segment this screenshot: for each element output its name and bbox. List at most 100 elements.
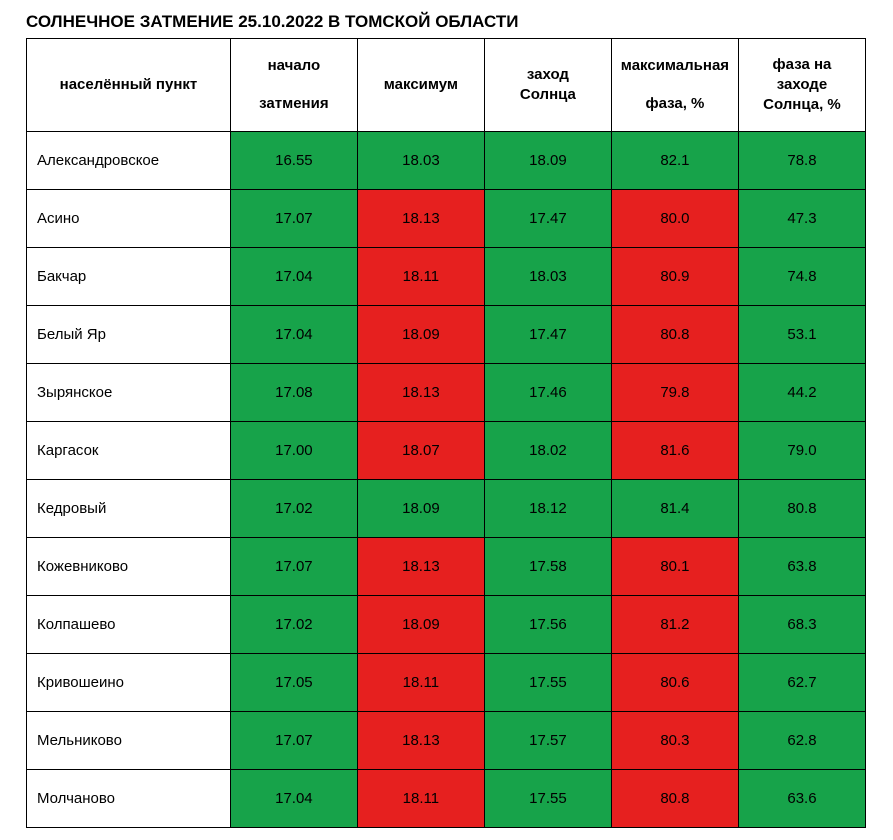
sunset-cell: 18.09 xyxy=(484,132,611,190)
start-cell: 17.05 xyxy=(230,654,357,712)
locality-cell: Асино xyxy=(27,190,231,248)
col-header-label: Солнца xyxy=(491,85,605,105)
phase_sunset-cell: 47.3 xyxy=(738,190,865,248)
start-cell: 17.02 xyxy=(230,596,357,654)
phase_sunset-cell: 63.8 xyxy=(738,538,865,596)
table-row: Асино17.0718.1317.4780.047.3 xyxy=(27,190,866,248)
page-title: СОЛНЕЧНОЕ ЗАТМЕНИЕ 25.10.2022 В ТОМСКОЙ … xyxy=(26,12,877,32)
locality-cell: Кедровый xyxy=(27,480,231,538)
start-cell: 17.04 xyxy=(230,770,357,828)
start-cell: 17.07 xyxy=(230,190,357,248)
locality-cell: Зырянское xyxy=(27,364,231,422)
max-cell: 18.11 xyxy=(357,770,484,828)
table-row: Бакчар17.0418.1118.0380.974.8 xyxy=(27,248,866,306)
max-cell: 18.09 xyxy=(357,596,484,654)
sunset-cell: 17.47 xyxy=(484,190,611,248)
col-header-max: максимум xyxy=(357,39,484,132)
max_phase-cell: 81.6 xyxy=(611,422,738,480)
start-cell: 17.07 xyxy=(230,712,357,770)
col-header-maxphase: максимальная фаза, % xyxy=(611,39,738,132)
locality-cell: Колпашево xyxy=(27,596,231,654)
locality-cell: Мельниково xyxy=(27,712,231,770)
max-cell: 18.11 xyxy=(357,654,484,712)
sunset-cell: 18.03 xyxy=(484,248,611,306)
sunset-cell: 17.47 xyxy=(484,306,611,364)
col-header-label: населённый пункт xyxy=(33,75,224,95)
locality-cell: Каргасок xyxy=(27,422,231,480)
table-row: Колпашево17.0218.0917.5681.268.3 xyxy=(27,596,866,654)
start-cell: 16.55 xyxy=(230,132,357,190)
start-cell: 17.08 xyxy=(230,364,357,422)
col-header-start: начало затмения xyxy=(230,39,357,132)
max-cell: 18.03 xyxy=(357,132,484,190)
table-row: Каргасок17.0018.0718.0281.679.0 xyxy=(27,422,866,480)
max-cell: 18.13 xyxy=(357,538,484,596)
locality-cell: Кривошеино xyxy=(27,654,231,712)
table-body: Александровское16.5518.0318.0982.178.8Ас… xyxy=(27,132,866,828)
start-cell: 17.07 xyxy=(230,538,357,596)
table-row: Белый Яр17.0418.0917.4780.853.1 xyxy=(27,306,866,364)
table-row: Мельниково17.0718.1317.5780.362.8 xyxy=(27,712,866,770)
max-cell: 18.11 xyxy=(357,248,484,306)
start-cell: 17.00 xyxy=(230,422,357,480)
locality-cell: Александровское xyxy=(27,132,231,190)
phase_sunset-cell: 63.6 xyxy=(738,770,865,828)
max-cell: 18.09 xyxy=(357,480,484,538)
sunset-cell: 17.55 xyxy=(484,770,611,828)
locality-cell: Бакчар xyxy=(27,248,231,306)
col-header-label: затмения xyxy=(237,94,351,114)
max-cell: 18.13 xyxy=(357,712,484,770)
locality-cell: Белый Яр xyxy=(27,306,231,364)
col-header-label: фаза на xyxy=(745,55,859,75)
phase_sunset-cell: 44.2 xyxy=(738,364,865,422)
col-header-locality: населённый пункт xyxy=(27,39,231,132)
max_phase-cell: 80.3 xyxy=(611,712,738,770)
col-header-label: начало xyxy=(237,56,351,76)
header-row: населённый пункт начало затмения максиму… xyxy=(27,39,866,132)
max-cell: 18.07 xyxy=(357,422,484,480)
sunset-cell: 17.57 xyxy=(484,712,611,770)
col-header-label: заходе Солнца, % xyxy=(745,75,859,116)
max_phase-cell: 81.2 xyxy=(611,596,738,654)
max_phase-cell: 82.1 xyxy=(611,132,738,190)
eclipse-table: населённый пункт начало затмения максиму… xyxy=(26,38,866,828)
sunset-cell: 17.46 xyxy=(484,364,611,422)
locality-cell: Молчаново xyxy=(27,770,231,828)
max-cell: 18.13 xyxy=(357,364,484,422)
col-header-phasesunset: фаза на заходе Солнца, % xyxy=(738,39,865,132)
sunset-cell: 17.58 xyxy=(484,538,611,596)
max-cell: 18.13 xyxy=(357,190,484,248)
start-cell: 17.04 xyxy=(230,248,357,306)
phase_sunset-cell: 53.1 xyxy=(738,306,865,364)
phase_sunset-cell: 62.8 xyxy=(738,712,865,770)
col-header-label: максимальная xyxy=(618,56,732,76)
col-header-label: фаза, % xyxy=(618,94,732,114)
table-row: Зырянское17.0818.1317.4679.844.2 xyxy=(27,364,866,422)
table-row: Молчаново17.0418.1117.5580.863.6 xyxy=(27,770,866,828)
sunset-cell: 18.02 xyxy=(484,422,611,480)
sunset-cell: 17.56 xyxy=(484,596,611,654)
phase_sunset-cell: 79.0 xyxy=(738,422,865,480)
table-row: Александровское16.5518.0318.0982.178.8 xyxy=(27,132,866,190)
sunset-cell: 17.55 xyxy=(484,654,611,712)
phase_sunset-cell: 62.7 xyxy=(738,654,865,712)
max-cell: 18.09 xyxy=(357,306,484,364)
start-cell: 17.04 xyxy=(230,306,357,364)
max_phase-cell: 80.8 xyxy=(611,770,738,828)
start-cell: 17.02 xyxy=(230,480,357,538)
locality-cell: Кожевниково xyxy=(27,538,231,596)
max_phase-cell: 79.8 xyxy=(611,364,738,422)
col-header-sunset: заход Солнца xyxy=(484,39,611,132)
sunset-cell: 18.12 xyxy=(484,480,611,538)
phase_sunset-cell: 68.3 xyxy=(738,596,865,654)
col-header-label: заход xyxy=(491,65,605,85)
phase_sunset-cell: 74.8 xyxy=(738,248,865,306)
col-header-label: максимум xyxy=(364,75,478,95)
max_phase-cell: 80.0 xyxy=(611,190,738,248)
max_phase-cell: 81.4 xyxy=(611,480,738,538)
phase_sunset-cell: 78.8 xyxy=(738,132,865,190)
table-row: Кедровый17.0218.0918.1281.480.8 xyxy=(27,480,866,538)
max_phase-cell: 80.9 xyxy=(611,248,738,306)
max_phase-cell: 80.8 xyxy=(611,306,738,364)
table-row: Кожевниково17.0718.1317.5880.163.8 xyxy=(27,538,866,596)
